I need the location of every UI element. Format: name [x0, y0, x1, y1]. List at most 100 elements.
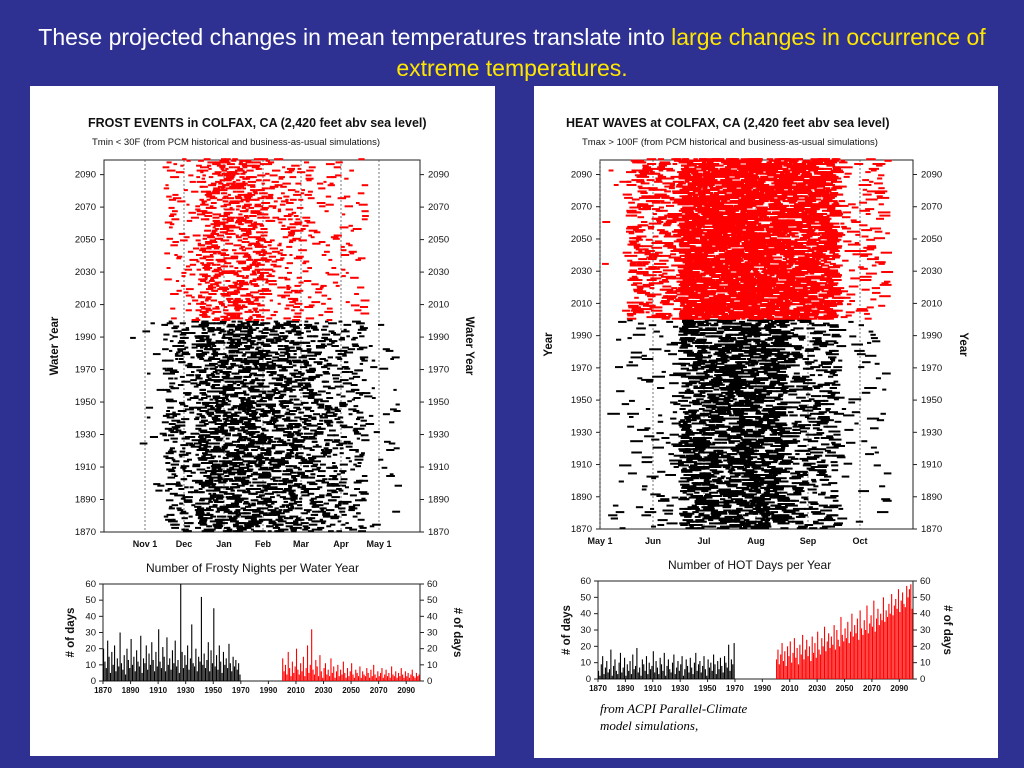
frost-event-mark [309, 483, 318, 486]
frost-event-mark [243, 449, 249, 451]
frost-event-mark [195, 502, 199, 505]
frost-event-mark [261, 182, 265, 185]
frost-event-mark [254, 244, 263, 247]
frost-event-mark [280, 351, 289, 354]
frost-event-mark [173, 197, 182, 200]
frost-event-mark [244, 403, 252, 406]
frost-event-mark [287, 189, 296, 192]
heat-event-mark [784, 432, 797, 435]
frost-event-mark [263, 513, 272, 516]
frost-event-mark [243, 281, 248, 284]
frost-event-mark [360, 419, 367, 422]
heat-event-mark [720, 464, 730, 467]
frost-event-mark [286, 346, 295, 349]
heat-event-mark [702, 514, 710, 517]
frost-event-mark [302, 262, 307, 265]
frost-event-mark [186, 366, 195, 369]
frost-event-mark [263, 353, 269, 356]
frost-event-mark [266, 475, 272, 477]
heat-event-mark [752, 485, 762, 488]
heat-event-mark [795, 470, 808, 473]
frost-event-mark [390, 408, 397, 411]
frost-event-mark [251, 166, 260, 169]
frost-event-mark [225, 271, 230, 274]
heat-event-mark [708, 503, 720, 505]
frost-event-mark [323, 372, 331, 375]
heat-event-mark [797, 474, 809, 476]
frost-bars-bar [185, 664, 187, 681]
heat-event-mark [814, 437, 820, 439]
frost-event-mark [230, 349, 240, 352]
frost-event-mark [310, 473, 316, 476]
frost-bars-bar [196, 671, 198, 681]
heat-event-mark [671, 443, 683, 446]
heat-event-mark [739, 504, 747, 507]
heat-event-mark [739, 467, 747, 470]
frost-event-mark [325, 195, 332, 198]
frost-event-mark [166, 400, 175, 403]
heat-event-mark [811, 478, 816, 481]
heat-event-mark [879, 485, 886, 488]
heat-event-mark [791, 477, 801, 480]
frost-event-mark [280, 528, 287, 531]
heat-event-mark [779, 430, 790, 433]
frost-event-mark [282, 294, 290, 297]
heat-event-mark [820, 419, 827, 422]
frost-event-mark [233, 457, 242, 460]
heat-event-mark [769, 469, 780, 472]
frost-bars-bar [173, 663, 175, 681]
frost-event-mark [240, 234, 250, 237]
frost-event-mark [218, 460, 223, 463]
heat-event-mark [726, 483, 731, 486]
heat-event-mark [760, 525, 772, 528]
frost-event-mark [321, 413, 328, 416]
heat-event-mark [681, 470, 687, 473]
frost-event-mark [239, 247, 244, 250]
frost-event-mark [302, 421, 307, 424]
frost-bars-bar [283, 671, 285, 681]
heat-event-mark [770, 420, 775, 423]
frost-event-mark [317, 182, 324, 185]
heat-event-mark [806, 483, 816, 486]
frost-event-mark [393, 447, 400, 450]
frost-event-mark [179, 432, 184, 435]
frost-event-mark [277, 359, 287, 362]
frost-bars-bar [359, 666, 361, 681]
frost-event-mark [163, 333, 170, 336]
frost-event-mark [250, 401, 256, 404]
frost-event-mark [250, 210, 256, 213]
heat-event-mark [788, 456, 795, 459]
frost-event-mark [214, 414, 221, 417]
heat-event-mark [780, 470, 789, 473]
heat-event-mark [685, 512, 695, 515]
frost-event-mark [257, 197, 265, 200]
frost-event-mark [301, 341, 311, 344]
frost-bars-bar [163, 656, 165, 681]
heat-event-mark [782, 517, 793, 520]
frost-event-mark [230, 504, 239, 507]
frost-event-mark [273, 452, 283, 455]
heat-event-mark [734, 428, 744, 431]
frost-event-mark [207, 234, 214, 237]
frost-event-mark [245, 346, 253, 349]
heat-event-mark [761, 493, 767, 496]
frost-event-mark [213, 419, 222, 422]
frost-event-mark [195, 427, 202, 430]
frost-event-mark [234, 419, 244, 422]
heat-event-mark [773, 495, 786, 497]
frost-event-mark [305, 369, 313, 372]
frost-event-mark [239, 359, 243, 362]
frost-event-mark [296, 408, 301, 411]
frost-event-mark [310, 392, 318, 395]
frost-event-mark [220, 522, 224, 525]
frost-event-mark [265, 450, 272, 453]
frost-bars-bar [107, 640, 109, 681]
frost-event-mark [256, 353, 264, 356]
heat-event-mark [619, 527, 626, 530]
frost-event-mark [177, 200, 186, 203]
frost-event-mark [212, 163, 218, 166]
frost-event-mark [261, 174, 266, 177]
heat-event-mark [830, 495, 839, 497]
frost-event-mark [247, 332, 254, 334]
frost-event-mark [225, 242, 234, 245]
